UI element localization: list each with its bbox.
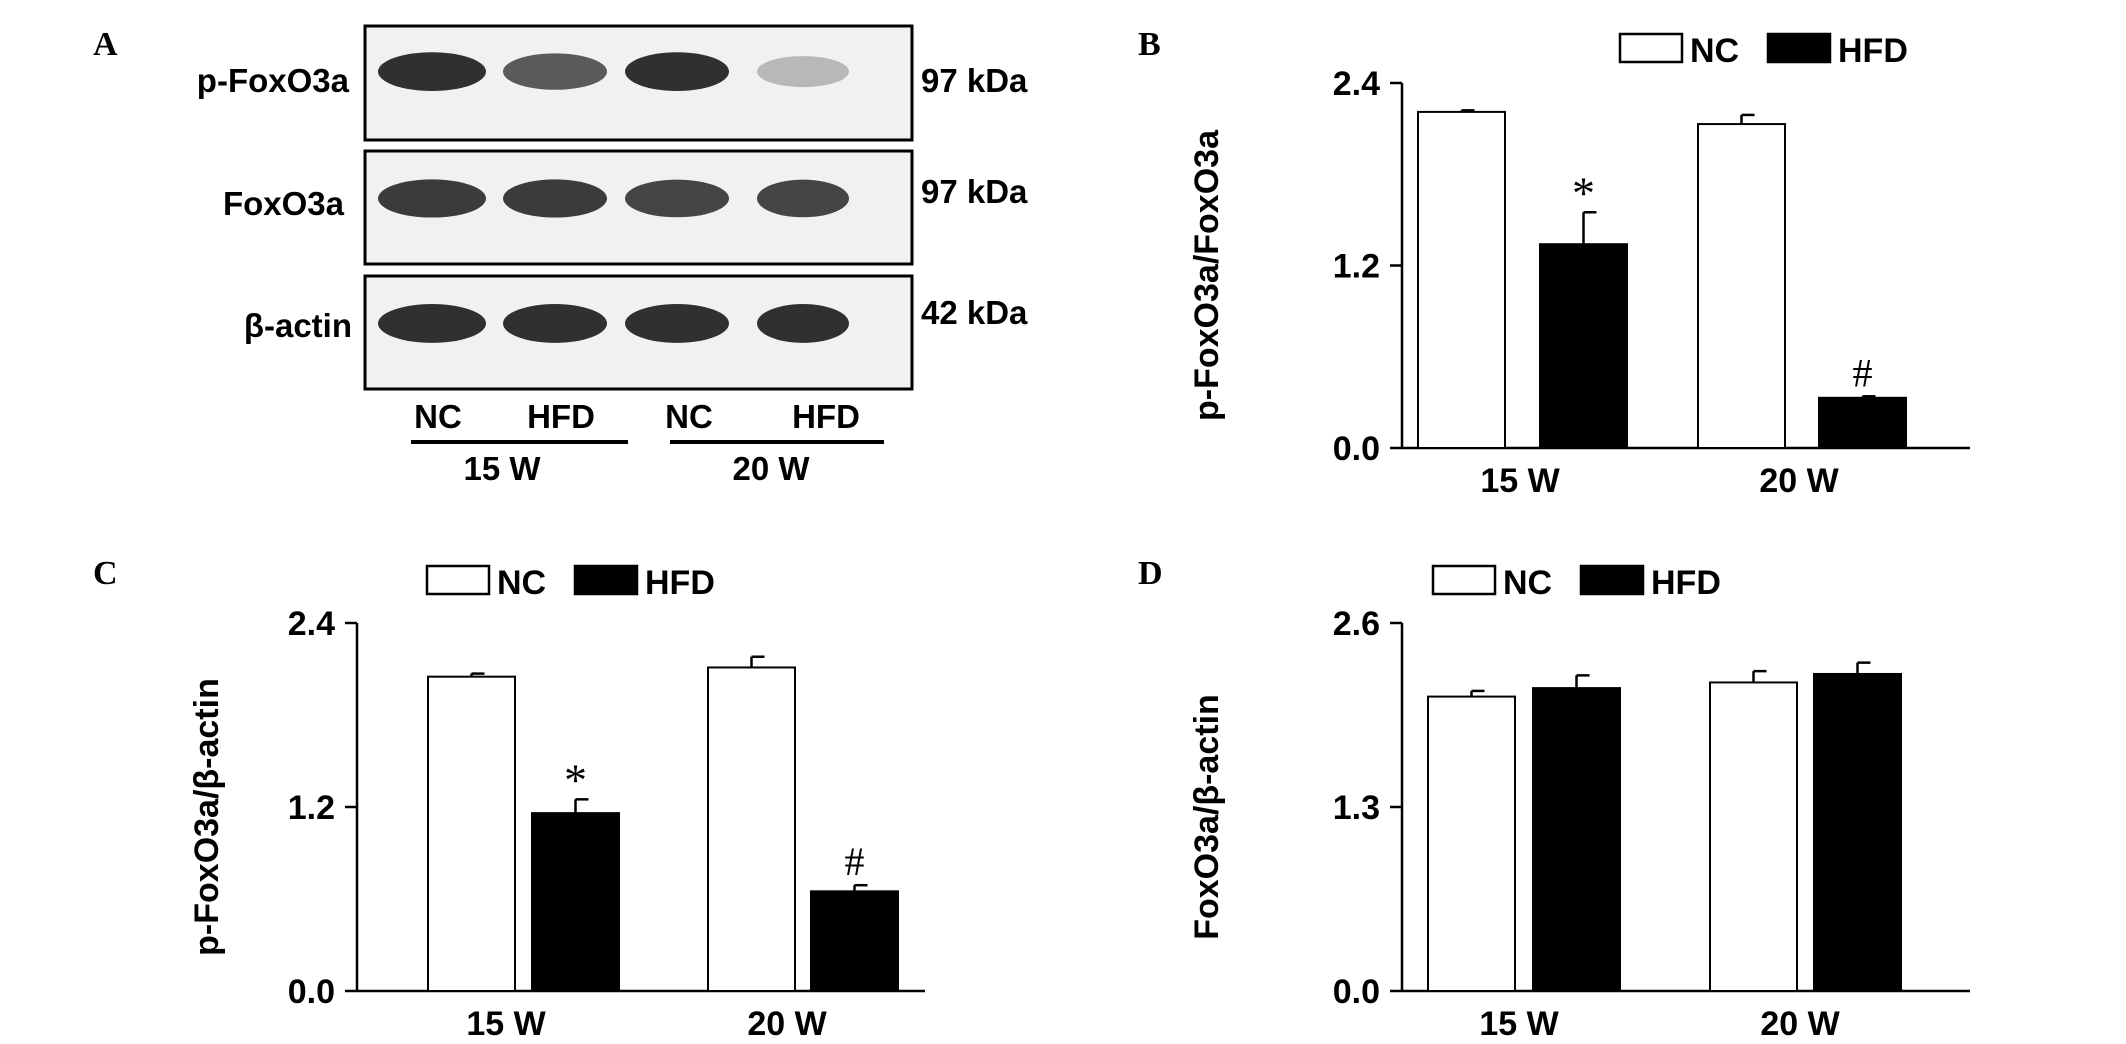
legend-label-nc: NC <box>497 564 546 602</box>
blot-band <box>378 304 486 343</box>
blot-band <box>378 52 486 91</box>
blot-lane-label: NC <box>665 398 713 435</box>
blot-band <box>378 179 486 218</box>
blot-kda-label: 97 kDa <box>921 173 1028 210</box>
blot-strip-2 <box>363 149 914 266</box>
bar-hfd <box>1532 687 1621 992</box>
significance-mark: * <box>564 754 587 805</box>
panel-letter-a: A <box>93 26 118 63</box>
blot-strip-1 <box>363 24 914 142</box>
significance-mark: * <box>1572 167 1595 218</box>
x-category-label: 20 W <box>1760 1005 1840 1043</box>
blot-lane-label: HFD <box>792 398 860 435</box>
blot-band <box>503 179 607 218</box>
blot-kda-label: 42 kDa <box>921 294 1028 331</box>
bar-hfd <box>810 890 899 992</box>
legend-label-hfd: HFD <box>1651 564 1721 602</box>
blot-band <box>503 53 607 90</box>
legend-swatch-nc <box>1618 32 1684 64</box>
significance-mark: # <box>1853 350 1873 395</box>
y-axis-label: FoxO3a/β-actin <box>1188 694 1226 940</box>
legend-label-hfd: HFD <box>1838 32 1908 70</box>
x-category-label: 15 W <box>1480 462 1560 500</box>
blot-band <box>757 179 849 218</box>
y-tick-label: 1.3 <box>1333 789 1380 827</box>
legend-label-hfd: HFD <box>645 564 715 602</box>
y-tick-label: 0.0 <box>1333 973 1380 1011</box>
blot-row-label: β-actin <box>244 307 352 344</box>
blot-kda-label: 97 kDa <box>921 62 1028 99</box>
blot-band <box>625 179 729 218</box>
blot-row-label: p-FoxO3a <box>197 62 350 99</box>
bar-nc <box>1709 681 1798 992</box>
blot-lane-label: HFD <box>527 398 595 435</box>
blot-band <box>757 304 849 343</box>
panel-letter-c: C <box>93 555 118 592</box>
y-tick-label: 0.0 <box>288 973 335 1011</box>
chart-panel-b: 0.0 1.2 2.4 p-FoxO3a/FoxO3a 15 W 20 W * # NC HFD <box>1188 32 1970 500</box>
blot-lane-label: NC <box>414 398 462 435</box>
legend-label-nc: NC <box>1690 32 1739 70</box>
y-tick-label: 2.4 <box>288 605 335 643</box>
legend-swatch-hfd <box>573 564 639 596</box>
bar-nc <box>1427 695 1516 992</box>
y-tick-label: 2.4 <box>1333 65 1380 103</box>
legend-swatch-nc <box>1431 564 1497 596</box>
y-tick-label: 2.6 <box>1333 605 1380 643</box>
y-axis-label: p-FoxO3a/β-actin <box>188 678 226 956</box>
bar-hfd <box>1818 396 1907 449</box>
blot-row-label: FoxO3a <box>223 185 345 222</box>
blot-band <box>503 304 607 343</box>
x-category-label: 20 W <box>1759 462 1839 500</box>
legend-swatch-hfd <box>1766 32 1832 64</box>
x-category-label: 15 W <box>466 1005 546 1043</box>
bar-hfd <box>1539 243 1628 449</box>
bar-nc <box>427 675 516 993</box>
x-category-label: 20 W <box>747 1005 827 1043</box>
y-tick-label: 1.2 <box>288 789 335 827</box>
blot-group-label: 15 W <box>463 450 541 487</box>
bar-nc <box>1697 123 1786 449</box>
blot-group-label: 20 W <box>732 450 810 487</box>
bar-hfd <box>531 812 620 993</box>
x-category-label: 15 W <box>1479 1005 1559 1043</box>
panel-letter-d: D <box>1138 555 1163 592</box>
blot-strip-3 <box>363 274 914 391</box>
legend-label-nc: NC <box>1503 564 1552 602</box>
western-blot: p-FoxO3a 97 kDa FoxO3a 97 kDa β-actin 42 kDa N… <box>197 24 1028 487</box>
significance-mark: # <box>845 839 865 884</box>
chart-panel-d: 0.0 1.3 2.6 FoxO3a/β-actin 15 W 20 W NC HFD <box>1188 564 1970 1043</box>
chart-panel-c: 0.0 1.2 2.4 p-FoxO3a/β-actin 15 W 20 W * # NC HFD <box>188 564 925 1043</box>
bar-nc <box>1417 110 1506 449</box>
y-axis-label: p-FoxO3a/FoxO3a <box>1188 129 1226 421</box>
legend-swatch-hfd <box>1579 564 1645 596</box>
y-tick-label: 1.2 <box>1333 248 1380 286</box>
legend-swatch-nc <box>425 564 491 596</box>
y-tick-label: 0.0 <box>1333 430 1380 468</box>
blot-band <box>625 304 729 343</box>
panel-letter-b: B <box>1138 26 1161 63</box>
bar-nc <box>707 666 796 992</box>
blot-band <box>757 56 849 88</box>
bar-hfd <box>1813 672 1902 992</box>
blot-band <box>625 52 729 91</box>
